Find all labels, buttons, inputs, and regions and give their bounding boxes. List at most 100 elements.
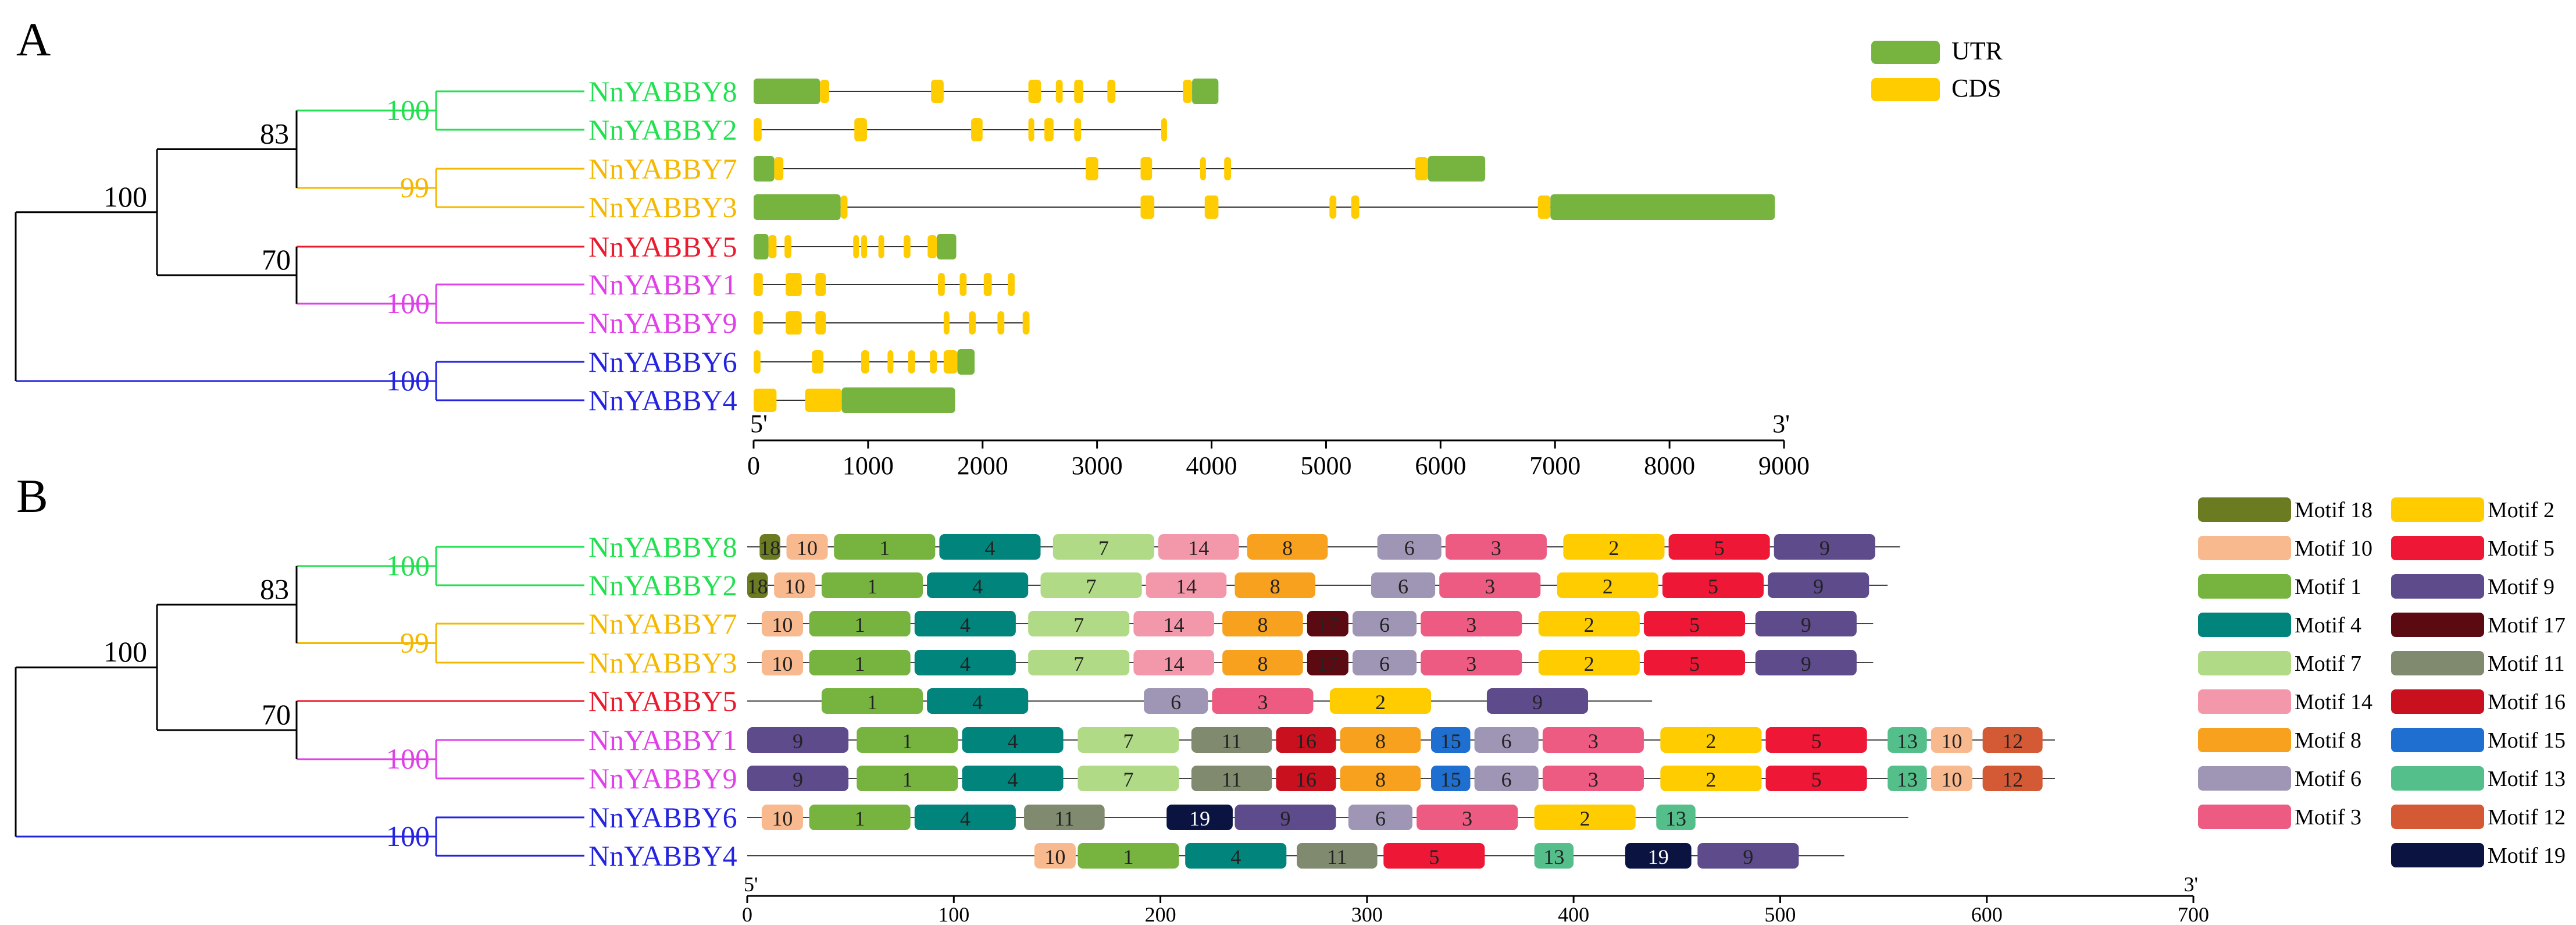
- motif-legend-label: Motif 10: [2295, 536, 2372, 561]
- panels.a-bootstrap-label: 99: [400, 171, 429, 204]
- motif-box: [1247, 534, 1328, 560]
- motif-box: [1656, 805, 1696, 830]
- panel-a-legend-swatch: [1871, 78, 1940, 101]
- gene-a-cds-block: [1161, 118, 1167, 141]
- motif-number: 10: [784, 575, 805, 598]
- gene-a-cds-block: [1415, 157, 1428, 180]
- gene-a-cds-block: [805, 389, 842, 412]
- motif-legend-label: Motif 16: [2488, 690, 2566, 714]
- gene-a-cds-block: [786, 273, 802, 296]
- panel-a-label: A: [16, 13, 51, 66]
- gene-a-utr-block: [841, 387, 955, 413]
- motif-number: 6: [1379, 652, 1390, 675]
- gene-a-utr-block: [1428, 156, 1486, 182]
- motif-box: [1888, 766, 1927, 791]
- panels.a-bootstrap-label: 100: [386, 287, 430, 319]
- gene-a-cds-block: [861, 350, 869, 373]
- motif-legend-swatch: [2391, 613, 2484, 637]
- motif-number: 1: [902, 768, 912, 791]
- motif-box: [1445, 534, 1547, 560]
- motif-number: 17: [1317, 613, 1338, 636]
- motif-number: 18: [759, 536, 780, 560]
- motif-box: [1235, 572, 1316, 598]
- motif-number: 5: [1708, 575, 1718, 598]
- motif-box: [1660, 766, 1762, 791]
- motif-box: [1557, 572, 1658, 598]
- motif-number: 11: [1327, 845, 1347, 869]
- motif-number: 14: [1164, 613, 1184, 636]
- motif-number: 3: [1466, 652, 1476, 675]
- panels.a-gene-name: NnYABBY5: [588, 230, 737, 263]
- gene-a-cds-block: [930, 350, 937, 373]
- gene-a-cds-block: [1044, 118, 1054, 141]
- panels.b-gene-name: NnYABBY2: [588, 569, 737, 602]
- gene-a-cds-block: [815, 273, 826, 296]
- motif-box: [1185, 843, 1287, 869]
- motif-box: [809, 650, 911, 675]
- motif-legend-label: Motif 8: [2295, 728, 2361, 753]
- motif-number: 1: [855, 652, 865, 675]
- motif-number: 9: [1801, 613, 1811, 636]
- motif-number: 4: [972, 691, 983, 714]
- motif-number: 7: [1073, 652, 1084, 675]
- motif-number: 2: [1706, 730, 1716, 753]
- motif-legend-label: Motif 4: [2295, 613, 2361, 638]
- gene-a-cds-block: [1200, 157, 1206, 180]
- motif-number: 7: [1098, 536, 1109, 560]
- panels.a-gene-name: NnYABBY1: [588, 268, 737, 301]
- motif-box: [1329, 688, 1431, 714]
- motif-number: 1: [1123, 845, 1134, 869]
- motif-number: 1: [855, 613, 865, 636]
- motif-number: 16: [1296, 768, 1316, 791]
- motif-legend-swatch: [2391, 651, 2484, 675]
- motif-box: [1166, 805, 1233, 830]
- motif-box: [1028, 611, 1130, 636]
- motif-box: [1421, 611, 1522, 636]
- motif-legend-swatch: [2391, 843, 2484, 867]
- gene-a-cds-block: [908, 350, 915, 373]
- panel-a-axis-tick-label: 0: [747, 451, 760, 480]
- motif-box: [1078, 727, 1179, 753]
- motif-number: 10: [772, 807, 793, 830]
- gene-a-cds-block: [754, 273, 763, 296]
- motif-box: [1668, 534, 1770, 560]
- gene-a-cds-block: [1107, 80, 1116, 103]
- gene-a-cds-block: [1022, 311, 1030, 335]
- motif-number: 1: [867, 691, 877, 714]
- motif-box: [1888, 727, 1927, 753]
- motif-box: [821, 688, 923, 714]
- motif-number: 19: [1648, 845, 1669, 869]
- motif-number: 3: [1466, 613, 1476, 636]
- motif-legend-swatch: [2391, 689, 2484, 714]
- motif-box: [1146, 572, 1227, 598]
- gene-a-utr-block: [754, 234, 769, 259]
- motif-box: [1212, 688, 1314, 714]
- gene-a-cds-block: [931, 80, 944, 103]
- gene-a-cds-block: [1140, 157, 1153, 180]
- motif-number: 8: [1257, 652, 1268, 675]
- motif-number: 2: [1603, 575, 1613, 598]
- motif-box: [1191, 766, 1272, 791]
- motif-box: [1643, 611, 1746, 636]
- motif-box: [1774, 534, 1875, 560]
- panel-b-axis-tick-label: 700: [2178, 903, 2209, 925]
- motif-number: 9: [1743, 845, 1753, 869]
- gene-a-cds-block: [1224, 157, 1232, 180]
- motif-box: [1144, 688, 1208, 714]
- motif-number: 15: [1440, 730, 1461, 753]
- motif-box: [1474, 727, 1539, 753]
- panels.a-gene-name: NnYABBY2: [588, 113, 737, 146]
- motif-number: 11: [1222, 730, 1242, 753]
- motif-legend-swatch: [2198, 805, 2291, 829]
- panel-b-axis-tick-label: 500: [1764, 903, 1796, 925]
- motif-number: 2: [1584, 652, 1594, 675]
- motif-legend-swatch: [2391, 766, 2484, 791]
- motif-box: [774, 572, 816, 598]
- gene-a-cds-block: [1008, 273, 1015, 296]
- motif-legend-label: Motif 17: [2488, 613, 2566, 638]
- gene-a-cds-block: [1183, 80, 1193, 103]
- motif-box: [1377, 534, 1442, 560]
- gene-a-cds-block: [959, 273, 967, 296]
- motif-box: [1040, 572, 1142, 598]
